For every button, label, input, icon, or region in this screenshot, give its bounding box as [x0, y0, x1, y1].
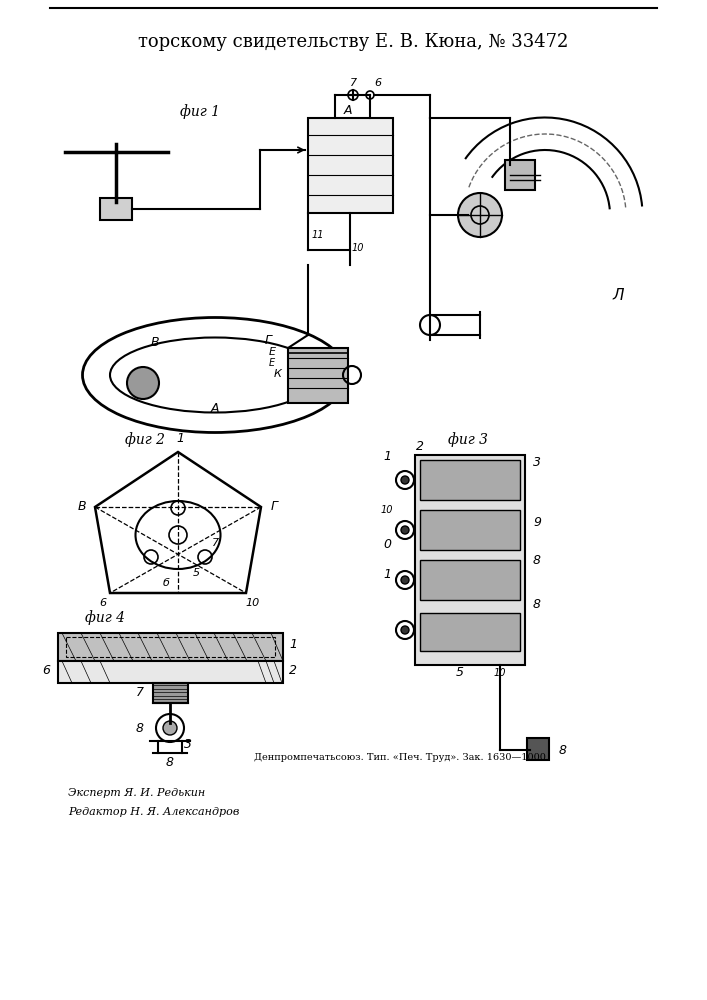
- Text: ▲: ▲: [139, 367, 147, 377]
- Circle shape: [458, 193, 502, 237]
- Circle shape: [401, 626, 409, 634]
- Circle shape: [163, 721, 177, 735]
- Text: Г: Г: [264, 334, 271, 347]
- Text: фиг 2: фиг 2: [125, 433, 165, 447]
- Text: 1: 1: [289, 639, 297, 652]
- Text: A: A: [211, 401, 219, 414]
- Text: 1: 1: [383, 568, 391, 582]
- Bar: [420, 613, 520, 651]
- Text: 8: 8: [136, 722, 144, 734]
- Text: 7: 7: [351, 78, 358, 88]
- Text: фиг 3: фиг 3: [448, 433, 488, 447]
- Text: К: К: [274, 369, 282, 379]
- Bar: [288, 348, 348, 403]
- Text: Редактор Н. Я. Александров: Редактор Н. Я. Александров: [68, 807, 240, 817]
- Text: 10: 10: [493, 668, 506, 678]
- Text: 1: 1: [176, 432, 184, 446]
- Text: 8: 8: [166, 756, 174, 770]
- Text: B: B: [78, 500, 86, 514]
- Bar: [527, 738, 549, 760]
- Text: 2: 2: [289, 664, 297, 678]
- Text: A: A: [344, 104, 352, 116]
- Text: Г: Г: [271, 500, 278, 514]
- Text: E: E: [269, 358, 275, 368]
- Text: б: б: [163, 578, 170, 588]
- Text: фиг 4: фиг 4: [85, 611, 125, 625]
- Bar: [415, 455, 525, 665]
- Bar: [100, 198, 132, 220]
- Text: 6: 6: [42, 664, 50, 678]
- Text: 2: 2: [416, 440, 424, 454]
- Text: 8: 8: [533, 598, 541, 611]
- Text: 11: 11: [312, 230, 325, 240]
- Text: 0: 0: [383, 538, 391, 552]
- Bar: [58, 661, 283, 683]
- Bar: [420, 560, 520, 600]
- Text: 8: 8: [559, 744, 567, 756]
- Text: торскому свидетельству Е. В. Кюна, № 33472: торскому свидетельству Е. В. Кюна, № 334…: [138, 33, 568, 51]
- Bar: [420, 510, 520, 550]
- Bar: [66, 637, 275, 657]
- Text: 5: 5: [456, 666, 464, 680]
- Text: Е: Е: [269, 347, 276, 357]
- Bar: [153, 683, 188, 703]
- Text: 8: 8: [533, 554, 541, 566]
- Text: 5: 5: [192, 568, 199, 578]
- Text: 10: 10: [352, 243, 364, 253]
- Text: 3: 3: [533, 456, 541, 470]
- Text: 10: 10: [381, 505, 393, 515]
- Bar: [308, 118, 393, 213]
- Bar: [58, 633, 283, 661]
- Circle shape: [127, 367, 159, 399]
- Circle shape: [401, 576, 409, 584]
- Text: Эксперт Я. И. Редькин: Эксперт Я. И. Редькин: [68, 788, 205, 798]
- Text: 3: 3: [184, 738, 192, 752]
- Text: 7: 7: [212, 538, 220, 548]
- Text: 6: 6: [100, 598, 107, 608]
- Text: Л: Л: [612, 288, 624, 302]
- Text: фиг 1: фиг 1: [180, 105, 220, 119]
- Text: 9: 9: [533, 516, 541, 530]
- Text: Денпромпечатьсоюз. Тип. «Печ. Труд». Зак. 1630—1000: Денпромпечатьсоюз. Тип. «Печ. Труд». Зак…: [254, 754, 546, 762]
- Text: 1: 1: [383, 450, 391, 464]
- Text: 6: 6: [375, 78, 382, 88]
- Bar: [420, 460, 520, 500]
- Text: B: B: [151, 336, 159, 349]
- Text: 7: 7: [136, 686, 144, 700]
- Text: 10: 10: [246, 598, 260, 608]
- Bar: [505, 160, 535, 190]
- Circle shape: [401, 476, 409, 484]
- Circle shape: [401, 526, 409, 534]
